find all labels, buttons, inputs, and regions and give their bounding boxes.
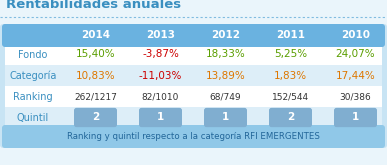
Text: 82/1010: 82/1010 — [142, 92, 179, 101]
Text: Categoría: Categoría — [9, 70, 57, 81]
FancyBboxPatch shape — [5, 44, 382, 65]
Text: 262/1217: 262/1217 — [74, 92, 117, 101]
FancyBboxPatch shape — [2, 24, 385, 47]
FancyBboxPatch shape — [204, 108, 247, 127]
Text: 2012: 2012 — [211, 31, 240, 40]
FancyBboxPatch shape — [334, 108, 377, 127]
Text: Ranking y quintil respecto a la categoría RFI EMERGENTES: Ranking y quintil respecto a la categorí… — [67, 132, 320, 141]
Text: 152/544: 152/544 — [272, 92, 309, 101]
FancyBboxPatch shape — [139, 108, 182, 127]
Text: 10,83%: 10,83% — [76, 70, 115, 81]
Text: 68/749: 68/749 — [210, 92, 241, 101]
FancyBboxPatch shape — [269, 108, 312, 127]
Text: 24,07%: 24,07% — [336, 50, 375, 60]
Text: Quintil: Quintil — [17, 113, 49, 122]
Text: 18,33%: 18,33% — [205, 50, 245, 60]
Text: 1: 1 — [157, 113, 164, 122]
Text: 2011: 2011 — [276, 31, 305, 40]
FancyBboxPatch shape — [5, 107, 382, 128]
Text: 13,89%: 13,89% — [205, 70, 245, 81]
Text: Ranking: Ranking — [13, 92, 53, 101]
Text: -11,03%: -11,03% — [139, 70, 182, 81]
Text: Fondo: Fondo — [18, 50, 48, 60]
Text: 1: 1 — [222, 113, 229, 122]
Text: 5,25%: 5,25% — [274, 50, 307, 60]
FancyBboxPatch shape — [5, 86, 382, 107]
Text: 2013: 2013 — [146, 31, 175, 40]
Text: 2: 2 — [92, 113, 99, 122]
Text: 30/386: 30/386 — [340, 92, 372, 101]
Text: 1,83%: 1,83% — [274, 70, 307, 81]
FancyBboxPatch shape — [5, 65, 382, 86]
Text: Rentabilidades anuales: Rentabilidades anuales — [6, 0, 181, 12]
FancyBboxPatch shape — [74, 108, 117, 127]
Text: 2014: 2014 — [81, 31, 110, 40]
FancyBboxPatch shape — [2, 125, 385, 148]
Text: 15,40%: 15,40% — [76, 50, 115, 60]
Text: 1: 1 — [352, 113, 359, 122]
FancyBboxPatch shape — [0, 24, 387, 148]
Text: 2: 2 — [287, 113, 294, 122]
Text: 2010: 2010 — [341, 31, 370, 40]
Text: -3,87%: -3,87% — [142, 50, 179, 60]
Text: 17,44%: 17,44% — [336, 70, 375, 81]
